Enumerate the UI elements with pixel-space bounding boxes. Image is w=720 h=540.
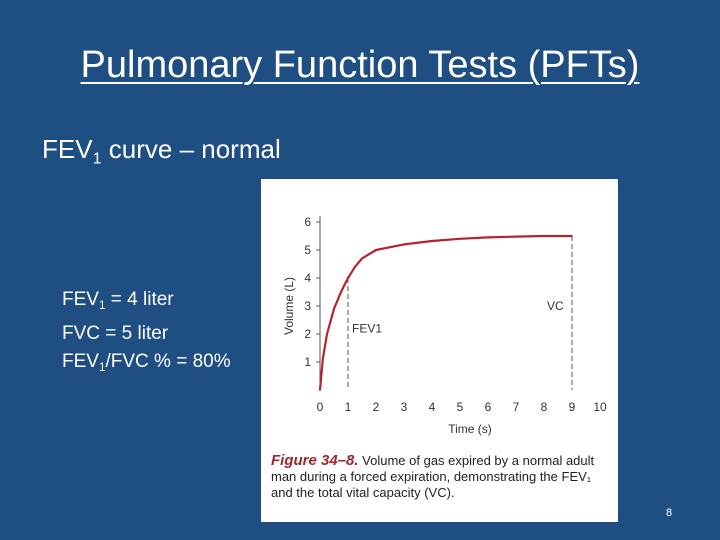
- curve-point-3: [333, 307, 335, 310]
- slide-subtitle: FEV1 curve – normal: [42, 134, 281, 169]
- curve-point-10: [431, 240, 433, 242]
- x-tick-label-7: 7: [513, 400, 520, 414]
- figure-caption: Figure 34–8. Volume of gas expired by a …: [271, 453, 611, 501]
- figure-label: Figure 34–8.: [271, 452, 359, 469]
- curve-point-13: [515, 235, 517, 238]
- curve-point-4: [340, 291, 342, 293]
- curve-point-7: [361, 257, 363, 260]
- slide-title: Pulmonary Function Tests (PFTs): [80, 44, 640, 86]
- y-tick-label-3: 3: [304, 299, 311, 313]
- stat-ratio: FEV1/FVC % = 80%: [62, 351, 231, 375]
- fev1-chart: 1 2 3 4 5 6 0 1 2 3 4 5 6 7 8 9 10 Time (s) Volume (L) FEV1…: [282, 215, 607, 436]
- y-tick-label-6: 6: [304, 215, 311, 229]
- volume-curve: [318, 234, 572, 391]
- curve-point-1: [321, 358, 324, 361]
- x-tick-label-4: 4: [429, 400, 436, 414]
- slide-number: 8: [666, 507, 673, 519]
- curve-point-14: [543, 235, 545, 237]
- subtitle-subscript: 1: [92, 149, 102, 168]
- curve-point-6: [354, 265, 356, 268]
- x-tick-label-0: 0: [317, 400, 324, 414]
- stats-list: FEV1 = 4 liter FVC = 5 liter FEV1/FVC % …: [62, 286, 231, 382]
- fev1-annotation: FEV1: [352, 322, 382, 336]
- vc-annotation: VC: [547, 299, 564, 313]
- curve-point-2: [326, 333, 328, 335]
- figure-caption-text: Volume of gas expired by a normal adult …: [271, 453, 595, 500]
- curve-point-9: [403, 243, 405, 246]
- y-tick-label-2: 2: [304, 327, 311, 341]
- y-axis-label: Volume (L): [282, 277, 296, 335]
- y-tick-label-4: 4: [304, 271, 311, 285]
- curve-point-0: [319, 389, 321, 391]
- subtitle-main: FEV: [42, 134, 93, 164]
- x-tick-label-2: 2: [373, 400, 380, 414]
- figure-panel: 1 2 3 4 5 6 0 1 2 3 4 5 6 7 8 9 10 Time (s) Volume (L) FEV1…: [261, 179, 618, 522]
- stat-fvc: FVC = 5 liter: [62, 323, 169, 345]
- subtitle-rest: curve – normal: [101, 134, 281, 164]
- curve-point-12: [487, 236, 489, 239]
- x-tick-label-6: 6: [485, 400, 492, 414]
- x-tick-label-5: 5: [457, 400, 464, 414]
- x-tick-label-10: 10: [593, 400, 607, 414]
- x-tick-label-9: 9: [569, 400, 576, 414]
- x-tick-label-3: 3: [401, 400, 408, 414]
- stat-fev1: FEV1 = 4 liter: [62, 289, 174, 313]
- x-axis-label: Time (s): [448, 422, 492, 436]
- y-tick-label-5: 5: [304, 243, 311, 257]
- curve-point-15: [571, 235, 573, 237]
- curve-point-8: [375, 249, 377, 251]
- x-tick-label-1: 1: [345, 400, 352, 414]
- curve-point-5: [347, 277, 349, 279]
- x-tick-label-8: 8: [541, 400, 548, 414]
- y-tick-label-1: 1: [304, 355, 311, 369]
- curve-point-11: [459, 237, 461, 240]
